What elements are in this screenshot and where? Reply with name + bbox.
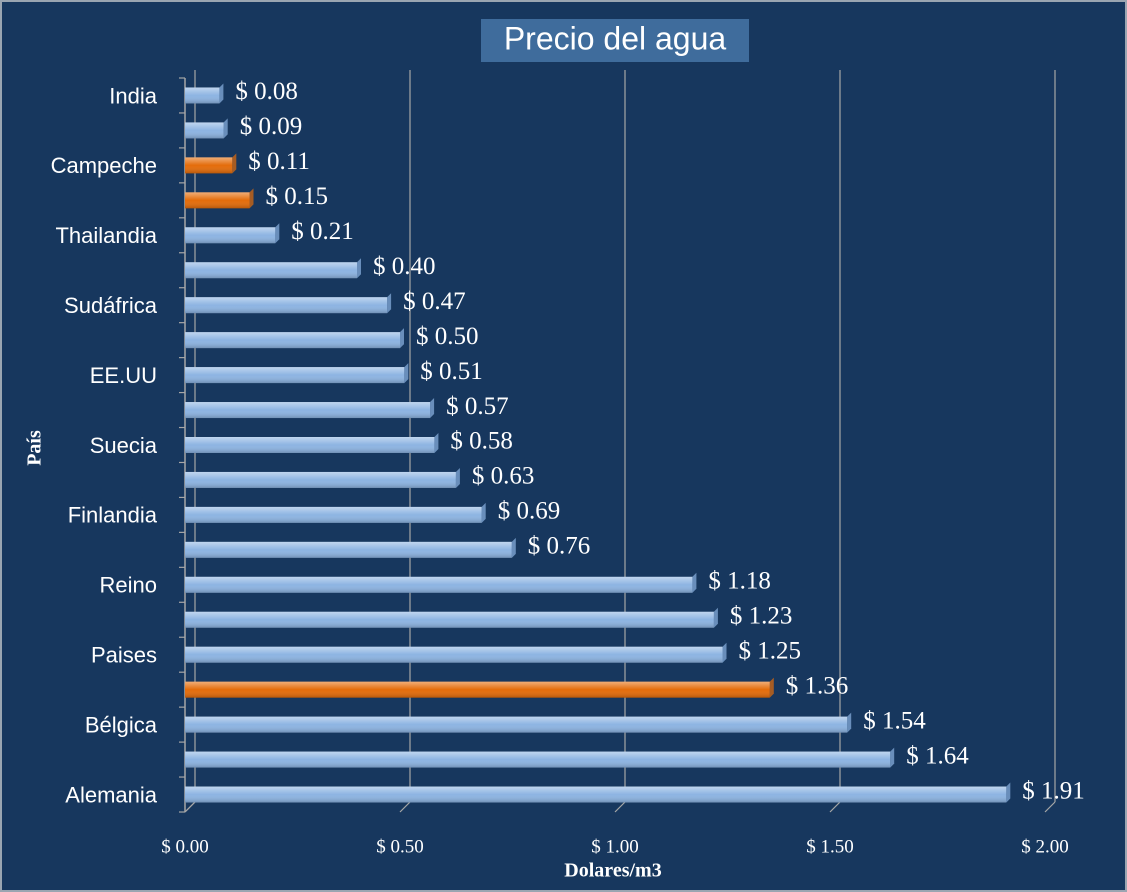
bar-shade — [185, 157, 233, 174]
data-label: $ 0.57 — [446, 393, 509, 420]
bar-shade — [185, 541, 512, 558]
bar-side — [511, 537, 516, 558]
x-tick-label: $ 0.50 — [376, 836, 424, 857]
data-label: $ 0.11 — [248, 148, 310, 175]
bar-shade — [185, 751, 891, 768]
bar-side — [249, 188, 254, 209]
data-label: $ 0.15 — [266, 183, 329, 210]
x-tick — [1044, 801, 1056, 813]
bar-shade — [185, 192, 250, 209]
y-tick-label: Paises — [91, 643, 157, 668]
y-tick-label: Campeche — [51, 153, 157, 178]
data-label: $ 0.51 — [420, 358, 483, 385]
bar-side — [890, 747, 895, 768]
data-label: $ 1.36 — [786, 672, 849, 699]
data-label: $ 1.54 — [863, 707, 926, 734]
y-tick-label: Alemania — [65, 782, 157, 807]
bar-side — [847, 712, 852, 733]
bar-side — [275, 223, 280, 244]
bar-shade — [185, 367, 405, 384]
bar-shade — [185, 716, 848, 733]
y-tick-label: EE.UU — [90, 363, 157, 388]
data-label: $ 0.40 — [373, 253, 436, 280]
bar-shade — [185, 611, 714, 628]
data-label: $ 0.63 — [472, 463, 535, 490]
bar-shade — [185, 786, 1007, 803]
bar-side — [1006, 782, 1011, 803]
y-axis-title: País — [24, 430, 46, 466]
y-tick-label: India — [109, 83, 157, 108]
y-tick-label: Finlandia — [68, 503, 158, 528]
x-tick-label: $ 1.50 — [806, 836, 854, 857]
data-label: $ 0.76 — [528, 533, 591, 560]
data-label: $ 1.64 — [906, 742, 969, 769]
bar-side — [357, 258, 361, 279]
bar-shade — [185, 437, 435, 453]
bar-shade — [185, 402, 431, 419]
bar-side — [387, 293, 392, 314]
y-axis-depth — [184, 801, 196, 813]
x-tick — [614, 801, 626, 813]
bar-side — [769, 677, 774, 698]
bar-side — [481, 502, 486, 523]
bar-side — [404, 363, 409, 384]
data-label: $ 1.18 — [708, 568, 771, 595]
data-label: $ 0.09 — [240, 113, 303, 140]
data-label: $ 0.58 — [450, 428, 513, 455]
bar-shade — [185, 471, 456, 488]
y-tick-label: Suecia — [90, 433, 158, 458]
bar-shade — [185, 506, 482, 523]
data-label: $ 0.50 — [416, 323, 479, 350]
data-label: $ 1.23 — [730, 602, 793, 629]
x-tick-label: $ 1.00 — [591, 836, 639, 857]
data-label: $ 0.47 — [403, 288, 466, 315]
bar-shade — [185, 297, 388, 314]
y-tick-label: Bélgica — [85, 712, 158, 737]
y-tick-label: Thailandia — [55, 223, 157, 248]
bar-side — [400, 328, 404, 349]
x-tick-label: $ 0.00 — [161, 836, 209, 857]
bar-shade — [185, 332, 400, 349]
data-label: $ 0.21 — [291, 218, 354, 245]
x-axis-title: Dolares/m3 — [564, 860, 661, 882]
chart-title: Precio del agua — [504, 20, 727, 56]
bar-shade — [185, 681, 770, 698]
data-label: $ 0.08 — [235, 78, 298, 105]
bar-shade — [185, 576, 693, 593]
bar-side — [223, 118, 228, 139]
data-label: $ 1.91 — [1022, 777, 1085, 804]
bar-side — [722, 642, 727, 663]
y-tick-label: Sudáfrica — [64, 293, 158, 318]
x-tick-label: $ 2.00 — [1021, 836, 1069, 857]
bar-shade — [185, 646, 723, 663]
bar-side — [692, 572, 697, 593]
bar-side — [232, 153, 237, 174]
y-tick-label: Reino — [100, 573, 157, 598]
bar-shade — [185, 262, 357, 279]
data-label: $ 1.25 — [739, 637, 802, 664]
bar-shade — [185, 87, 220, 104]
bar-side — [219, 83, 224, 104]
title-box — [481, 19, 749, 62]
x-tick — [829, 801, 841, 813]
bar-side — [713, 607, 718, 628]
bar-shade — [185, 227, 276, 244]
bar-side — [434, 433, 439, 453]
bar-shade — [185, 122, 224, 139]
x-tick — [399, 801, 411, 813]
data-label: $ 0.69 — [498, 498, 561, 525]
bar-side — [455, 467, 460, 488]
bar-side — [430, 398, 435, 419]
